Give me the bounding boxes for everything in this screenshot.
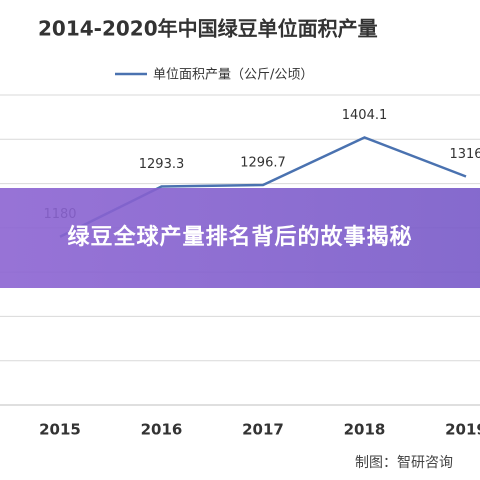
x-tick-label: 2018 [344,421,386,439]
data-label: 1293.3 [139,157,185,172]
legend-label: 单位面积产量（公斤/公顷） [153,68,313,83]
data-label: 1296.7 [240,156,286,171]
banner-title: 绿豆全球产量排名背后的故事揭秘 [67,225,413,250]
source: 制图：智研咨询 [355,455,453,471]
data-label: 1404.1 [342,108,388,123]
x-tick-label: 2019 [445,421,480,439]
chart-title: 2014-2020年中国绿豆单位面积产量 [38,17,378,41]
banner: 绿豆全球产量排名背后的故事揭秘 [0,188,480,288]
data-label: 1316 [449,147,480,162]
x-tick-label: 2015 [39,421,81,439]
x-tick-label: 2017 [242,421,284,439]
x-tick-label: 2016 [141,421,183,439]
